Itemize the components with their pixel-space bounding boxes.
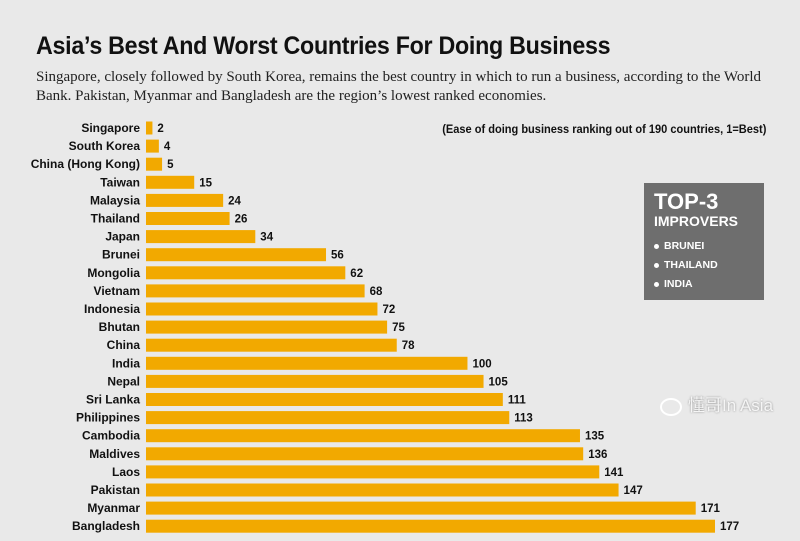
bar <box>146 447 584 461</box>
bar <box>146 338 397 352</box>
value-label: 105 <box>489 376 509 388</box>
value-label: 26 <box>235 214 248 226</box>
category-label: Myanmar <box>87 501 140 515</box>
bullet-icon <box>654 281 659 287</box>
category-label: China <box>107 338 141 352</box>
bar <box>146 320 388 334</box>
improver-label: INDIA <box>664 278 693 290</box>
value-label: 68 <box>370 286 383 298</box>
watermark: 懂哥In Asia <box>660 396 773 416</box>
value-label: 141 <box>604 467 624 479</box>
top-improvers-box: TOP-3 IMPROVERS BRUNEI THAILAND INDIA <box>644 183 764 300</box>
value-label: 5 <box>167 159 174 171</box>
value-label: 177 <box>720 521 739 533</box>
value-label: 100 <box>472 358 491 370</box>
category-label: Maldives <box>89 447 140 461</box>
bar <box>146 501 696 515</box>
category-label: Malaysia <box>90 193 140 207</box>
bar <box>146 230 256 244</box>
value-label: 24 <box>228 195 241 207</box>
category-label: China (Hong Kong) <box>31 157 140 171</box>
value-label: 75 <box>392 322 405 334</box>
value-label: 34 <box>260 232 273 244</box>
bullet-icon <box>654 243 659 249</box>
bar <box>146 411 510 425</box>
value-label: 15 <box>199 177 212 189</box>
bar <box>146 465 600 479</box>
value-label: 111 <box>508 395 527 407</box>
category-label: Philippines <box>76 411 140 425</box>
chart-note: (Ease of doing business ranking out of 1… <box>441 122 766 136</box>
value-label: 72 <box>382 304 395 316</box>
value-label: 113 <box>514 413 533 425</box>
bullet-icon <box>654 262 659 268</box>
category-label: Sri Lanka <box>86 393 140 407</box>
category-label: South Korea <box>69 139 141 153</box>
bar <box>146 483 619 497</box>
category-label: Vietnam <box>94 284 140 298</box>
improver-label: THAILAND <box>664 259 718 271</box>
category-label: Mongolia <box>87 266 140 280</box>
bar <box>146 519 715 533</box>
value-label: 78 <box>402 340 415 352</box>
category-label: Bhutan <box>99 320 140 334</box>
bar <box>146 121 153 135</box>
category-label: Pakistan <box>91 483 140 497</box>
category-label: Laos <box>112 465 140 479</box>
category-label: Nepal <box>107 374 140 388</box>
category-label: India <box>112 356 140 370</box>
value-label: 136 <box>588 449 607 461</box>
bar <box>146 429 580 443</box>
bar <box>146 248 327 262</box>
improver-item: INDIA <box>654 278 693 290</box>
bar <box>146 193 224 207</box>
value-label: 135 <box>585 431 605 443</box>
value-label: 4 <box>164 141 171 153</box>
watermark-text: 懂哥In Asia <box>688 396 774 415</box>
bar <box>146 374 484 388</box>
bar <box>146 302 378 316</box>
improvers-title: TOP-3 <box>654 189 719 214</box>
bar <box>146 157 163 171</box>
category-label: Brunei <box>102 248 140 262</box>
value-label: 56 <box>331 250 344 262</box>
bar <box>146 266 346 280</box>
bar <box>146 393 503 406</box>
chart-subtitle: Singapore, closely followed by South Kor… <box>36 69 762 104</box>
bar <box>146 356 468 370</box>
improver-item: THAILAND <box>654 259 718 271</box>
improvers-subtitle: IMPROVERS <box>654 213 739 229</box>
category-label: Bangladesh <box>72 519 140 533</box>
category-label: Singapore <box>81 121 140 135</box>
value-label: 2 <box>157 123 163 135</box>
improver-label: BRUNEI <box>664 240 705 252</box>
category-label: Indonesia <box>84 302 140 316</box>
improver-item: BRUNEI <box>654 240 704 252</box>
wechat-icon <box>660 397 682 416</box>
category-label: Taiwan <box>100 175 140 189</box>
bar <box>146 212 230 225</box>
category-label: Thailand <box>91 212 140 226</box>
category-label: Cambodia <box>82 429 140 443</box>
chart-title: Asia’s Best And Worst Countries For Doin… <box>36 32 611 60</box>
bar <box>146 175 195 189</box>
category-label: Japan <box>105 230 140 244</box>
bar <box>146 139 159 153</box>
value-label: 62 <box>350 268 363 280</box>
value-label: 171 <box>701 503 721 515</box>
bar <box>146 284 365 298</box>
value-label: 147 <box>624 485 643 497</box>
